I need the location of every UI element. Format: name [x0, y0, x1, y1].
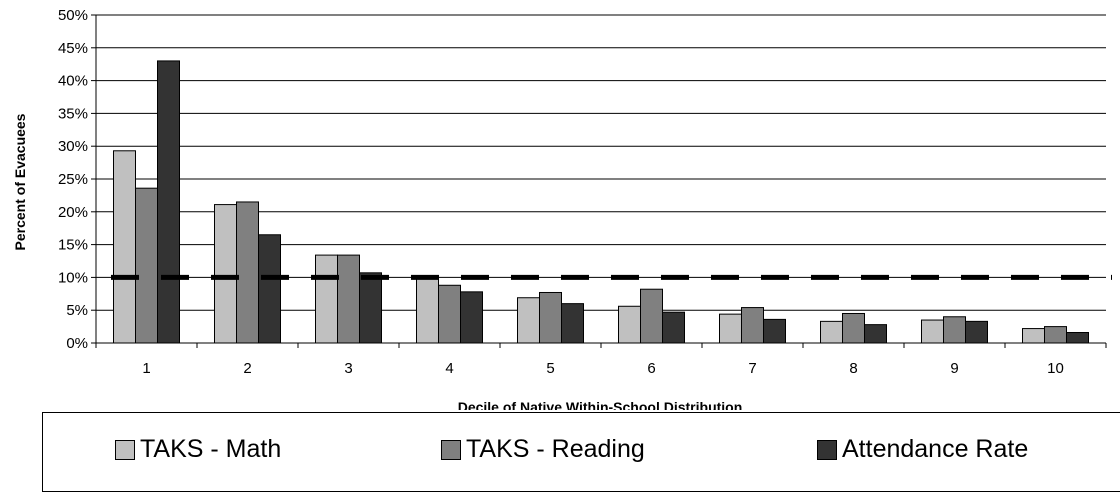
bar-attendance-rate-1: [157, 60, 180, 344]
bar-taks-math-1: [113, 150, 136, 344]
bar-attendance-rate-10: [1066, 332, 1089, 344]
legend-label-math: TAKS - Math: [140, 435, 282, 463]
bar-taks-math-7: [719, 313, 742, 344]
legend-swatch-reading: [441, 439, 461, 460]
bar-taks-math-8: [820, 320, 843, 344]
bar-taks-math-5: [517, 297, 540, 344]
y-tick-label: 0%: [66, 335, 88, 352]
x-axis-title: Decile of Native Within-School Distribut…: [458, 399, 743, 410]
y-tick-label: 45%: [58, 40, 88, 57]
y-tick-label: 25%: [58, 171, 88, 188]
bar-attendance-rate-6: [662, 311, 685, 344]
bar-taks-math-4: [416, 276, 439, 344]
x-tick-label: 2: [243, 360, 251, 377]
bar-taks-reading-4: [438, 284, 461, 344]
y-tick-label: 40%: [58, 73, 88, 90]
x-tick-label: 8: [849, 360, 857, 377]
bar-taks-reading-8: [842, 312, 865, 344]
x-tick-label: 1: [142, 360, 150, 377]
bar-taks-reading-3: [337, 254, 360, 344]
x-tick-label: 7: [748, 360, 756, 377]
x-tick-label: 9: [950, 360, 958, 377]
legend-item-attendance: Attendance Rate: [817, 435, 1028, 464]
y-tick-label: 5%: [66, 302, 88, 319]
bar-attendance-rate-3: [359, 272, 382, 344]
bar-taks-reading-7: [741, 307, 764, 344]
axes: [95, 15, 1107, 348]
bar-taks-reading-5: [539, 291, 562, 344]
y-tick-label: 30%: [58, 138, 88, 155]
bar-taks-reading-2: [236, 201, 259, 344]
y-tick-label: 15%: [58, 237, 88, 254]
bar-taks-math-3: [315, 254, 338, 344]
bar-taks-math-2: [214, 204, 237, 344]
legend-label-attendance: Attendance Rate: [842, 435, 1029, 463]
y-tick-label: 50%: [58, 7, 88, 24]
y-tick-label: 10%: [58, 269, 88, 286]
bar-attendance-rate-2: [258, 234, 281, 344]
bar-attendance-rate-4: [460, 291, 483, 344]
chart: 0% 5% 10% 15% 20% 25% 30% 35% 40% 45% 50% 1 2 3 4 5 6 7 8…: [12, 7, 1112, 410]
bar-taks-math-9: [921, 319, 944, 344]
bar-taks-reading-10: [1044, 326, 1067, 344]
bar-attendance-rate-7: [763, 318, 786, 344]
bar-taks-reading-1: [135, 187, 158, 344]
x-tick-label: 6: [647, 360, 655, 377]
bar-taks-math-10: [1022, 328, 1045, 344]
y-tick-labels: 0% 5% 10% 15% 20% 25% 30% 35% 40% 45% 50%: [58, 7, 88, 352]
x-tick-label: 5: [546, 360, 554, 377]
bar-attendance-rate-9: [965, 320, 988, 344]
x-tick-label: 3: [344, 360, 352, 377]
x-tick-label: 4: [445, 360, 453, 377]
legend-label-reading: TAKS - Reading: [466, 435, 645, 463]
bar-attendance-rate-5: [561, 303, 584, 344]
x-tick-labels: 1 2 3 4 5 6 7 8 9 10: [142, 360, 1064, 377]
bar-taks-math-6: [618, 305, 641, 344]
y-tick-label: 20%: [58, 204, 88, 221]
legend-swatch-attendance: [817, 439, 837, 460]
x-tick-label: 10: [1047, 360, 1064, 377]
bars: [113, 60, 1089, 344]
y-tick-label: 35%: [58, 105, 88, 122]
bar-taks-reading-9: [943, 316, 966, 344]
legend-item-math: TAKS - Math: [115, 435, 281, 464]
bar-attendance-rate-8: [864, 324, 887, 344]
legend: TAKS - Math TAKS - Reading Attendance Ra…: [42, 412, 1120, 492]
y-axis-title: Percent of Evacuees: [12, 113, 28, 250]
bar-taks-reading-6: [640, 288, 663, 344]
legend-item-reading: TAKS - Reading: [441, 435, 645, 464]
legend-swatch-math: [115, 439, 135, 460]
